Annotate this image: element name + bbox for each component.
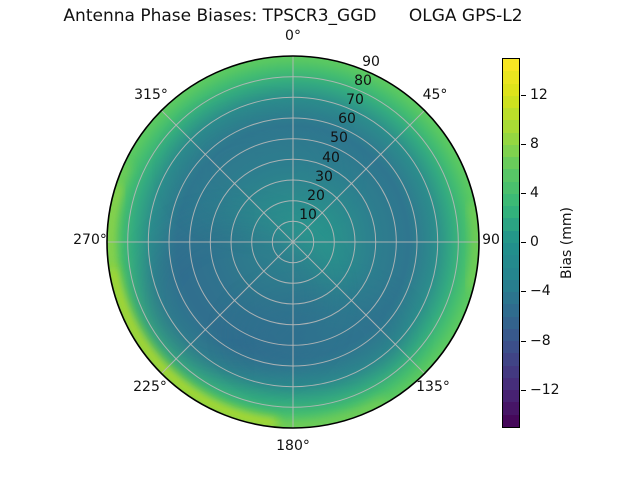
angular-label-270: 270°: [73, 232, 107, 248]
colorbar-tick: [521, 242, 526, 243]
colorbar-band: [503, 120, 519, 133]
colorbar-band: [503, 132, 519, 145]
angular-label-180: 180°: [276, 438, 310, 454]
angular-label-135: 135°: [416, 379, 450, 395]
colorbar-band: [503, 414, 519, 427]
angular-label-0: 0°: [285, 28, 301, 44]
negative-bias-blob-bottom: [235, 290, 405, 380]
colorbar-tick: [521, 193, 526, 194]
colorbar-band: [503, 255, 519, 268]
colorbar-tick: [521, 144, 526, 145]
heatmap-disk: [107, 56, 479, 428]
radial-label-90: 90: [362, 54, 380, 70]
colorbar-tick-label-n12: −12: [530, 382, 560, 398]
colorbar-band: [503, 95, 519, 109]
radial-label-40: 40: [322, 150, 340, 166]
colorbar-band: [503, 390, 519, 403]
radial-label-60: 60: [338, 111, 356, 127]
colorbar-tick-label-n8: −8: [530, 333, 551, 349]
colorbar-band: [503, 267, 519, 280]
radial-label-50: 50: [330, 130, 348, 146]
colorbar-tick: [521, 95, 526, 96]
colorbar-band: [503, 59, 519, 72]
colorbar-band: [503, 83, 519, 96]
colorbar-band: [503, 206, 519, 219]
rim-fringe-right: [466, 203, 478, 290]
radial-label-80: 80: [354, 73, 372, 89]
chart-title: Antenna Phase Biases: TPSCR3_GGD OLGA GP…: [63, 6, 523, 26]
colorbar-tick-label-0: 0: [530, 234, 539, 250]
colorbar-band: [503, 71, 519, 84]
angular-label-315: 315°: [134, 87, 168, 103]
angular-label-45: 45°: [422, 87, 448, 103]
radial-label-30: 30: [315, 169, 333, 185]
colorbar-tick-label-12: 12: [530, 87, 548, 103]
colorbar-band: [503, 377, 519, 391]
colorbar-band: [503, 181, 519, 194]
colorbar-band: [503, 365, 519, 378]
radial-label-10: 10: [299, 207, 317, 223]
colorbar-band: [503, 279, 519, 293]
angular-label-90: 90: [482, 232, 500, 248]
colorbar-band: [503, 402, 519, 415]
colorbar-band: [503, 341, 519, 354]
colorbar-band: [503, 169, 519, 182]
colorbar-tick: [521, 341, 526, 342]
angular-label-225: 225°: [133, 379, 167, 395]
colorbar-tick-label-4: 4: [530, 185, 539, 201]
colorbar-band: [503, 292, 519, 305]
colorbar-band: [503, 218, 519, 231]
polar-outer-edge: [106, 55, 480, 429]
colorbar-band: [503, 242, 519, 256]
colorbar-band: [503, 230, 519, 243]
rim-fringe-left: [108, 185, 123, 268]
colorbar: [502, 58, 520, 428]
radial-label-70: 70: [346, 92, 364, 108]
colorbar-band: [503, 108, 519, 121]
negative-bias-blob-upper: [180, 115, 340, 225]
colorbar-tick-label-n4: −4: [530, 283, 551, 299]
colorbar-band: [503, 144, 519, 158]
colorbar-band: [503, 328, 519, 342]
rim-fringe-yellow-lower-left: [109, 266, 278, 427]
colorbar-band: [503, 304, 519, 317]
colorbar-band: [503, 316, 519, 329]
colorbar-axis-label: Bias (mm): [559, 206, 575, 280]
colorbar-tick: [521, 390, 526, 391]
polar-grid-spokes: [107, 56, 479, 428]
colorbar-band: [503, 353, 519, 366]
radial-label-20: 20: [307, 188, 325, 204]
colorbar-tick-label-8: 8: [530, 136, 539, 152]
colorbar-band: [503, 157, 519, 170]
colorbar-tick: [521, 291, 526, 292]
colorbar-band: [503, 193, 519, 207]
